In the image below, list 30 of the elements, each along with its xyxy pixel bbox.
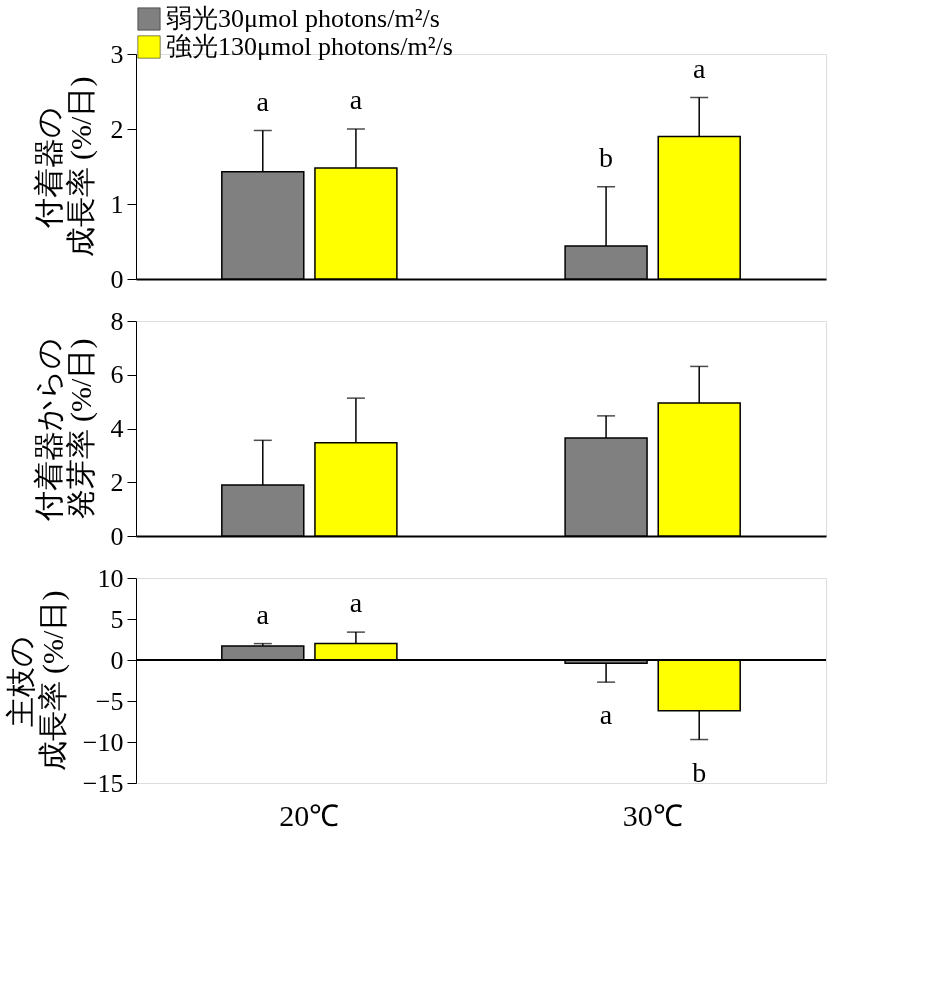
y-tick-label: 0 (110, 521, 124, 551)
y-tick-label: 2 (110, 467, 124, 497)
annotation: b (692, 756, 707, 788)
y-tick-label: −10 (82, 727, 124, 757)
y-tick-label: 2 (110, 114, 124, 144)
y-tick-label: 5 (110, 604, 124, 634)
annotation: a (256, 598, 270, 630)
y-tick-label: 8 (110, 306, 124, 336)
annotation: a (599, 699, 613, 731)
annotation: b (599, 141, 614, 173)
y-axis-title: 付着器の成長率 (%/日) (31, 76, 98, 258)
y-axis-title: 付着器からの発芽率 (%/日) (31, 337, 98, 522)
annotation: a (692, 52, 706, 84)
y-tick-label: 4 (110, 414, 124, 443)
y-tick-label: 1 (110, 189, 124, 219)
y-tick-label: 10 (97, 563, 124, 593)
y-tick-label: 0 (110, 645, 124, 675)
annotation: a (349, 587, 363, 619)
y-axis-title: 主枝の成長率 (%/日) (3, 590, 70, 772)
legend-label: 弱光30μmol photons/m²/s (166, 4, 440, 33)
annotation: a (256, 85, 270, 117)
y-tick-label: 6 (110, 360, 124, 390)
x-tick-label: 20℃ (279, 798, 340, 832)
x-tick-label: 30℃ (622, 798, 683, 832)
y-tick-label: 3 (110, 39, 124, 69)
y-tick-label: −15 (82, 768, 124, 798)
y-tick-label: −5 (95, 686, 124, 716)
y-tick-label: 0 (110, 264, 124, 294)
legend-label: 強光130μmol photons/m²/s (166, 32, 453, 61)
annotation: a (349, 84, 363, 115)
